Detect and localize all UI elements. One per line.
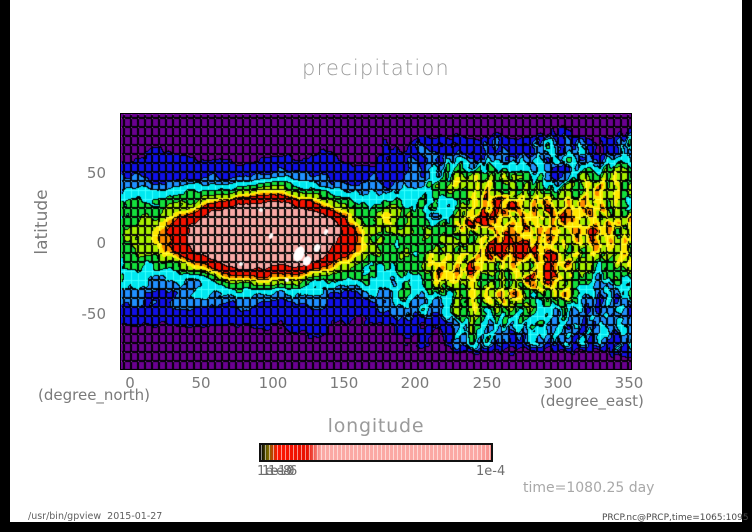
contour-plot-area [120,113,632,370]
time-annotation: time=1080.25 day [523,480,655,496]
program-footer: /usr/bin/gpview 2015-01-27 [28,511,163,522]
precipitation-field-canvas [121,114,631,369]
x-tick-200: 200 [400,374,430,392]
x-tick-150: 150 [329,374,359,392]
x-tick-250: 250 [472,374,502,392]
y-axis-unit: (degree_north) [38,386,151,404]
colorbar-tick-hatching [261,445,491,460]
x-tick-300: 300 [543,374,573,392]
x-axis-label: longitude [327,415,425,437]
colorbar-label-high: 1e-4 [476,464,506,479]
x-axis-unit: (degree_east) [540,392,644,410]
x-tick-0: 0 [125,374,135,392]
x-tick-350: 350 [614,374,644,392]
figure-page: precipitation 0 50 100 150 200 250 300 3… [10,0,749,523]
x-tick-50: 50 [191,374,211,392]
x-tick-100: 100 [258,374,288,392]
data-source-footer: PRCP.nc@PRCP,time=1065:1095 [602,513,749,523]
colorbar-label-low-3: 1e-6 [268,464,298,479]
y-tick-50: 50 [86,164,106,182]
colorbar [259,443,493,462]
y-tick-minus50: -50 [81,305,107,323]
colorbar-label-low-1: 1e-10 [257,464,295,479]
page-title: precipitation [302,56,450,80]
y-axis-label: latitude [32,189,52,255]
y-tick-0: 0 [96,234,106,252]
colorbar-label-low-2: 1e-8 [262,464,292,479]
